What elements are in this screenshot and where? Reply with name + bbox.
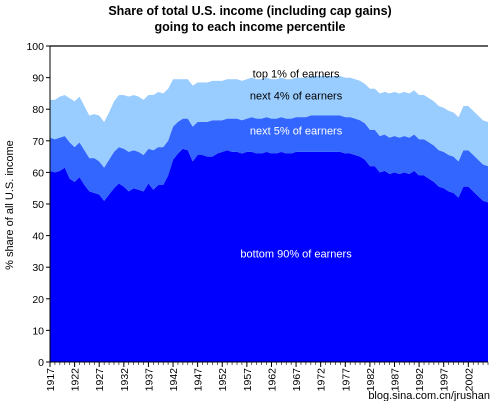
x-tick-label: 1967 — [291, 368, 303, 392]
x-tick-label: 2002 — [463, 368, 475, 392]
x-tick-label: 1957 — [242, 368, 254, 392]
x-tick-label: 1972 — [316, 368, 328, 392]
series-label-2: next 4% of earners — [250, 91, 343, 103]
series-label-3: top 1% of earners — [253, 69, 340, 81]
watermark: blog.sina.com.cn/jrushan — [368, 390, 490, 401]
y-tick-label: 10 — [32, 325, 44, 337]
series-label-1: next 5% of earners — [250, 125, 343, 137]
x-tick-label: 1932 — [119, 368, 131, 392]
x-axis: 1917 1922 1927 1932 1937 1942 1947 1952 1957 1962… — [45, 361, 489, 392]
chart-title: Share of total U.S. income (including ca… — [108, 4, 391, 18]
x-tick-label: 1992 — [414, 368, 426, 392]
x-tick-label: 1982 — [365, 368, 377, 392]
area-next-4-of-earners — [50, 76, 488, 168]
x-tick-label: 1922 — [70, 368, 82, 392]
series-label-0: bottom 90% of earners — [240, 249, 352, 261]
y-tick-label: 40 — [32, 231, 44, 243]
area-next-5-of-earners — [50, 115, 488, 203]
series-labels: top 1% of earners next 4% of earners next … — [240, 69, 352, 261]
x-tick-label: 1917 — [45, 368, 57, 392]
y-tick-label: 30 — [32, 262, 44, 274]
x-tick-label: 1942 — [168, 368, 180, 392]
chart-subtitle: going to each income percentile — [154, 20, 345, 34]
x-tick-label: 1952 — [217, 368, 229, 392]
x-tick-label: 1962 — [266, 368, 278, 392]
y-tick-label: 50 — [32, 199, 44, 211]
y-axis: 0 10 20 30 40 50 60 70 80 90 100 — [26, 41, 51, 369]
x-tick-label: 1977 — [340, 368, 352, 392]
y-tick-label: 20 — [32, 294, 44, 306]
x-tick-label: 1947 — [193, 368, 205, 392]
y-tick-label: 80 — [32, 104, 44, 116]
y-tick-label: 70 — [32, 136, 44, 148]
y-tick-label: 100 — [26, 41, 44, 53]
y-tick-label: 60 — [32, 167, 44, 179]
x-tick-label: 1997 — [439, 368, 451, 392]
y-tick-label: 0 — [38, 357, 44, 369]
stacked-areas — [50, 46, 488, 362]
x-tick-label: 1987 — [389, 368, 401, 392]
x-tick-label: 1937 — [143, 368, 155, 392]
y-axis-label: % share of all U.S. income — [4, 140, 16, 270]
y-tick-label: 90 — [32, 73, 44, 85]
x-tick-label: 1927 — [94, 368, 106, 392]
area-bottom-90-of-earners — [50, 148, 488, 362]
area-top-1-of-earners — [50, 46, 488, 122]
